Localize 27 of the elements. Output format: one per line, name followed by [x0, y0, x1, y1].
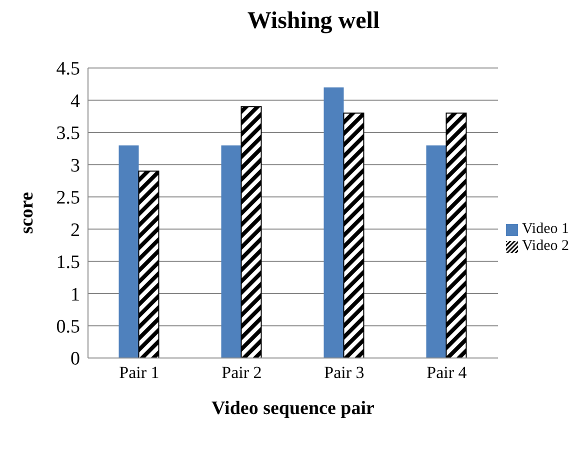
y-tick-label: 3 [70, 155, 80, 176]
bar [138, 170, 160, 358]
y-tick-label: 4.5 [56, 58, 80, 80]
y-tick-label: 2 [70, 220, 80, 241]
y-tick-label: 1.5 [56, 252, 80, 274]
legend-label: Video 1 [522, 221, 569, 237]
y-tick-label: 2.5 [56, 188, 80, 209]
y-tick-label: 1 [70, 284, 80, 306]
bar [446, 112, 467, 358]
y-tick-label: 0.5 [56, 316, 80, 338]
chart-title: Wishing well [246, 8, 381, 36]
y-tick-label: 3.5 [56, 123, 80, 144]
bar [324, 87, 344, 358]
y-tick-label: 4 [70, 90, 80, 112]
x-axis-title: Video sequence pair [212, 398, 376, 419]
x-tick-label: Pair 1 [119, 363, 160, 382]
y-tick-label: 0 [70, 348, 80, 370]
bar [343, 112, 364, 358]
x-tick-label: Pair 4 [426, 363, 468, 382]
x-tick-label: Pair 2 [222, 363, 262, 382]
bar [118, 145, 139, 358]
bar [240, 106, 262, 358]
x-tick-label: Pair 3 [324, 363, 364, 382]
y-axis-title: score [16, 192, 38, 234]
legend-label: Video 2 [522, 238, 569, 254]
bar [221, 145, 242, 358]
bar [426, 145, 446, 358]
